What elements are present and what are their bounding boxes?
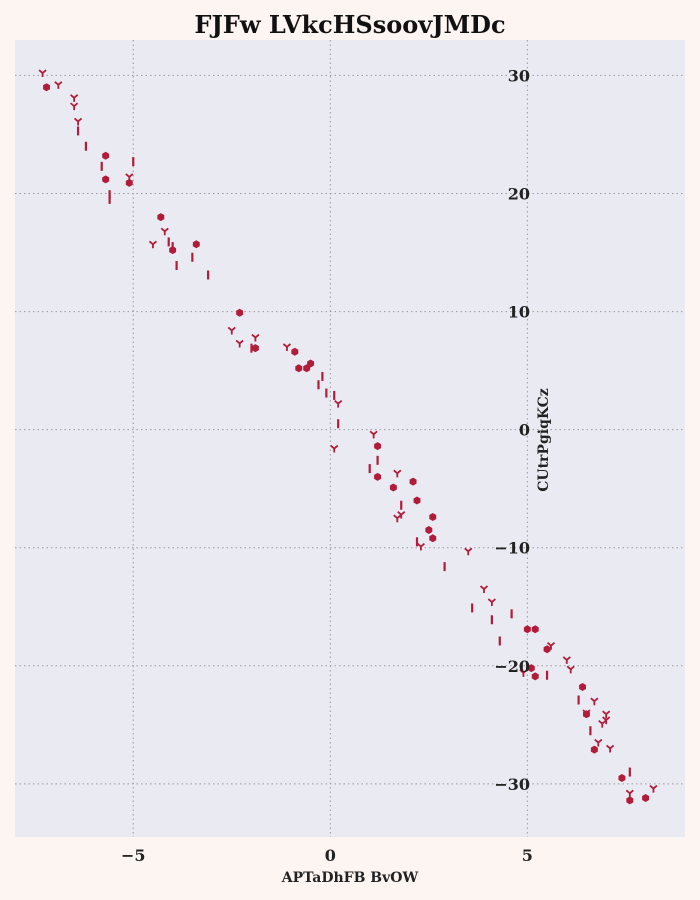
y-axis-label: CUtrPgiqKCz [536, 388, 552, 492]
data-point-tri-down [282, 343, 292, 351]
data-point-tri-down [73, 117, 83, 126]
data-point-tri-down [334, 399, 343, 408]
data-points [38, 69, 658, 805]
data-point-tri-down [416, 542, 426, 551]
data-point-tri-down [625, 789, 634, 798]
plot-area [15, 40, 685, 837]
data-point-tri-down [70, 102, 79, 111]
data-point-tri-down [397, 510, 406, 519]
tick-labels: −5 0 5 30 20 10 0 −10 −20 −30 [121, 66, 533, 865]
data-point-hexagon [523, 625, 531, 634]
data-point-tri-down [519, 669, 528, 677]
data-point-hexagon [374, 442, 382, 451]
data-point-hexagon [590, 745, 598, 754]
data-point-tri-down [54, 81, 63, 89]
data-point-hexagon [251, 344, 259, 353]
data-point-hexagon [236, 308, 244, 317]
data-point-hexagon [409, 477, 417, 486]
data-point-hexagon [307, 359, 315, 368]
data-point-hexagon [389, 483, 397, 492]
y-tick-label: −10 [494, 539, 530, 558]
y-tick-label: −20 [494, 657, 530, 676]
data-point-tri-down [125, 173, 134, 181]
data-point-hexagon [618, 773, 626, 782]
data-point-hexagon [429, 534, 437, 543]
data-point-tri-down [393, 469, 402, 478]
data-point-hexagon [579, 683, 586, 692]
data-point-tri-down [649, 784, 658, 793]
y-tick-label: 20 [508, 184, 530, 203]
data-point-tri-down [235, 339, 244, 348]
data-point-tri-down [479, 585, 489, 594]
data-point-tri-down [227, 326, 236, 335]
data-point-tri-down [369, 430, 378, 439]
data-point-tri-down [487, 598, 496, 607]
data-point-tri-down [594, 738, 603, 747]
data-point-hexagon [531, 672, 539, 681]
data-point-hexagon [125, 178, 133, 187]
data-point-hexagon [531, 625, 539, 634]
data-point-hexagon [102, 175, 110, 184]
data-point-hexagon [102, 151, 110, 160]
data-point-hexagon [527, 664, 535, 673]
data-point-hexagon [642, 794, 650, 803]
data-point-hexagon [291, 347, 299, 356]
data-point-hexagon [303, 364, 311, 373]
data-point-tri-down [70, 94, 79, 102]
data-point-hexagon [425, 526, 433, 535]
data-point-tri-down [566, 665, 575, 674]
data-point-tri-down [148, 240, 158, 249]
data-point-hexagon [43, 83, 50, 92]
y-tick-label: 30 [508, 66, 530, 85]
x-tick-label: −5 [121, 846, 146, 865]
data-point-tri-down [602, 710, 611, 719]
data-point-hexagon [374, 472, 382, 481]
data-point-tri-down [606, 744, 615, 753]
data-point-tri-down [598, 719, 607, 728]
data-point-tri-down [330, 444, 339, 453]
x-tick-label: 0 [325, 846, 336, 865]
data-point-tri-down [546, 642, 556, 650]
data-point-tri-down [602, 716, 611, 725]
y-tick-label: 10 [508, 303, 530, 322]
data-point-hexagon [157, 213, 165, 222]
data-point-hexagon [295, 364, 303, 373]
data-point-tri-down [464, 547, 473, 556]
data-point-tri-down [251, 333, 260, 342]
data-point-hexagon [626, 796, 634, 805]
x-tick-label: 5 [522, 846, 533, 865]
data-point-tri-down [393, 514, 402, 523]
grid-lines [15, 40, 685, 837]
data-point-tri-down [38, 69, 47, 78]
chart-title: FJFw LVkcHSsoovJMDc [194, 10, 505, 39]
data-point-hexagon [192, 240, 200, 249]
data-point-hexagon [413, 496, 421, 505]
x-axis-label: APTaDhFB BvOW [281, 870, 419, 886]
data-point-tri-down [582, 709, 591, 718]
y-tick-label: 0 [519, 421, 530, 440]
y-tick-label: −30 [494, 775, 530, 794]
data-point-hexagon [429, 513, 437, 522]
data-point-tri-down [590, 697, 599, 706]
data-point-tri-down [160, 227, 169, 236]
data-point-hexagon [543, 645, 551, 654]
data-point-tri-down [562, 656, 571, 664]
